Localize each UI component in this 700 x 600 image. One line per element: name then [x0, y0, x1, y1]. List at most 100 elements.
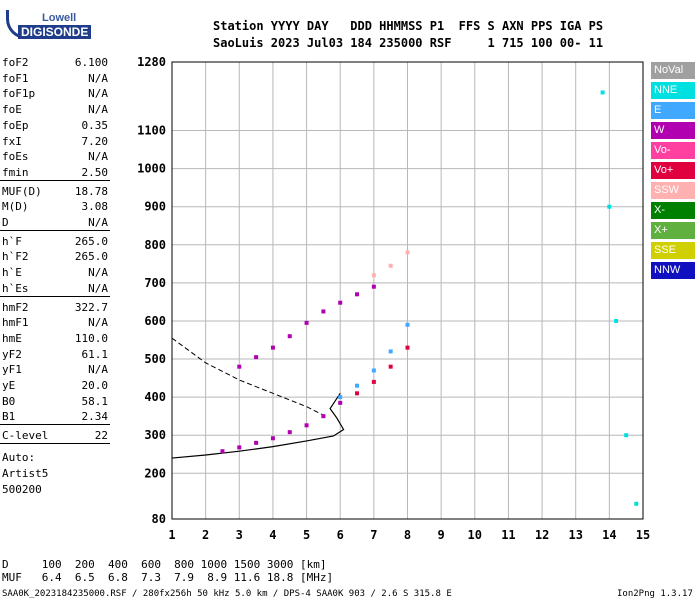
param-value: 110.0 [74, 331, 108, 345]
param-row: D N/A [2, 216, 108, 231]
param-name: fxI [2, 134, 22, 148]
x-tick-label: 14 [602, 528, 616, 542]
param-separator [0, 424, 110, 426]
param-row: yE 20.0 [2, 379, 108, 394]
legend-item: Vo- [651, 142, 695, 159]
param-name: foEp [2, 118, 29, 132]
param-value: 0.35 [81, 118, 109, 132]
trace-point [254, 440, 259, 445]
trace-point [614, 318, 619, 323]
param-row: hmF2 322.7 [2, 301, 108, 316]
param-row: foF1p N/A [2, 87, 108, 102]
param-name: foF1 [2, 71, 29, 85]
param-value: 18.78 [74, 184, 108, 198]
trace-point [607, 204, 612, 209]
trace-point [237, 445, 242, 450]
param-row: yF1 N/A [2, 363, 108, 378]
param-row: fmin 2.50 [2, 166, 108, 181]
x-tick-label: 1 [168, 528, 175, 542]
y-tick-label: 900 [144, 200, 166, 214]
trace-point [634, 501, 639, 506]
param-name: MUF(D) [2, 184, 42, 198]
param-row: foF2 6.100 [2, 56, 108, 71]
param-value: 20.0 [81, 379, 109, 392]
param-value: 58.1 [81, 394, 109, 408]
param-value: N/A [88, 363, 108, 377]
param-value: 2.34 [81, 410, 109, 424]
trace-point [287, 430, 292, 435]
param-row: fxI 7.20 [2, 135, 108, 150]
param-value: 322.7 [74, 300, 108, 314]
y-tick-label: 600 [144, 314, 166, 328]
legend-item: Vo+ [651, 162, 695, 179]
y-tick-label: 80 [152, 512, 166, 526]
param-separator [0, 179, 110, 181]
param-row: C-level 22 [2, 429, 108, 444]
trace-point [237, 364, 242, 369]
param-value: N/A [88, 103, 108, 117]
y-tick-label: 200 [144, 466, 166, 480]
param-value: N/A [88, 71, 108, 85]
trace-point [388, 349, 393, 354]
param-name: B0 [2, 394, 16, 408]
trace-point [355, 383, 360, 388]
trace-point [405, 345, 410, 350]
x-tick-label: 8 [404, 528, 411, 542]
param-row: hmF1 N/A [2, 316, 108, 331]
param-separator [0, 229, 110, 231]
header-line1: Station YYYY DAY DDD HHMMSS P1 FFS S AXN… [213, 19, 604, 33]
trace-point [355, 391, 360, 396]
param-name: foEs [2, 150, 29, 164]
x-tick-label: 13 [568, 528, 582, 542]
x-tick-label: 15 [636, 528, 650, 542]
trace-point [304, 320, 309, 325]
legend-item: E [651, 102, 695, 119]
legend-item: W [651, 122, 695, 139]
param-name: B1 [2, 410, 16, 424]
y-tick-label: 1000 [137, 162, 166, 176]
x-tick-label: 6 [337, 528, 344, 542]
y-tick-label: 800 [144, 238, 166, 252]
auto-scaling-line: Artist5 [2, 466, 49, 480]
param-value: 7.20 [81, 134, 109, 148]
legend-item: NNE [651, 82, 695, 99]
param-name: foF2 [2, 56, 29, 69]
param-row: h`F 265.0 [2, 235, 108, 250]
trace-point [355, 292, 360, 297]
trace-point [371, 379, 376, 384]
trace-point [338, 400, 343, 405]
trace-point [388, 364, 393, 369]
param-row: foF1 N/A [2, 72, 108, 87]
legend-item: X- [651, 202, 695, 219]
y-tick-label: 400 [144, 390, 166, 404]
legend-item: NoVal [651, 62, 695, 79]
param-row: foE N/A [2, 103, 108, 118]
param-name: hmF2 [2, 300, 29, 314]
y-tick-label: 1100 [137, 124, 166, 138]
param-value: 22 [94, 429, 108, 443]
param-name: hmE [2, 331, 22, 345]
param-name: yE [2, 379, 16, 392]
profile-solid-curve [171, 392, 345, 459]
trace-point [405, 322, 410, 327]
param-row: hmE 110.0 [2, 332, 108, 347]
trace-point [371, 273, 376, 278]
legend-item: SSW [651, 182, 695, 199]
trace-point [338, 395, 343, 400]
trace-point [287, 334, 292, 339]
ionogram-chart: 1 2 3 4 5 6 7 8 9 10 11 12 13 14 158020030040050060070… [137, 55, 650, 542]
y-tick-label: 300 [144, 428, 166, 442]
footer-info: SAA0K_2023184235000.RSF / 280fx256h 50 k… [2, 589, 452, 599]
param-value: 3.08 [81, 200, 109, 214]
param-name: h`F [2, 234, 22, 248]
param-name: foF1p [2, 87, 36, 101]
param-separator [0, 295, 110, 297]
trace-point [321, 309, 326, 314]
x-tick-label: 12 [535, 528, 549, 542]
legend-item: X+ [651, 222, 695, 239]
param-name: h`E [2, 266, 22, 280]
param-row: B0 58.1 [2, 395, 108, 410]
param-value: N/A [88, 216, 108, 229]
param-separator [0, 442, 110, 444]
param-row: yF2 61.1 [2, 348, 108, 363]
